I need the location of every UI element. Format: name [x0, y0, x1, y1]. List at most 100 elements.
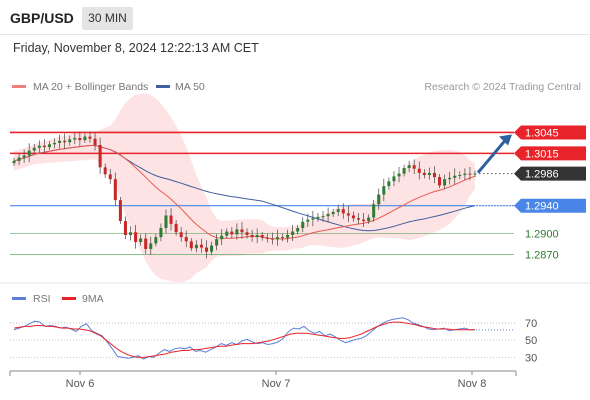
candle-body — [367, 217, 371, 222]
candle-91 — [473, 170, 477, 178]
candle-body — [291, 231, 295, 236]
candle-body — [473, 173, 477, 175]
price-level-labels: 1.3045 1.3015 1.2986 1.2940 1.2900 1.2870 — [514, 125, 586, 262]
timeframe-button[interactable]: 30 MIN — [82, 7, 133, 30]
candle-body — [164, 215, 168, 229]
candle-13 — [78, 131, 82, 147]
candle-26 — [144, 233, 148, 254]
candle-75 — [392, 171, 396, 186]
candle-14 — [83, 133, 87, 143]
candle-body — [448, 177, 452, 180]
candle-body — [225, 231, 229, 236]
candle-body — [240, 229, 244, 233]
candle-20 — [113, 172, 117, 207]
candle-body — [47, 144, 51, 148]
forecast-arrow-head — [499, 134, 512, 146]
support-label-5: 1.2870 — [525, 250, 559, 262]
candle-15 — [88, 132, 92, 143]
candle-body — [174, 223, 178, 233]
candle-body — [351, 215, 355, 219]
candle-body — [392, 176, 396, 182]
credit-label: Research © 2024 Trading Central — [424, 81, 581, 93]
rsi-legend-label: RSI — [33, 293, 51, 305]
candle-body — [144, 238, 148, 249]
candle-body — [326, 214, 330, 217]
candle-8 — [53, 138, 57, 149]
candle-body — [27, 150, 31, 156]
candle-body — [301, 221, 305, 229]
candle-11 — [68, 135, 72, 146]
candle-66 — [346, 206, 350, 223]
resistance-tag-0: 1.3045 — [514, 125, 586, 140]
candle-body — [306, 219, 310, 222]
candle-18 — [103, 163, 107, 178]
candle-body — [113, 179, 117, 201]
candle-22 — [123, 216, 127, 240]
candle-body — [296, 228, 300, 232]
datetime-label: Friday, November 8, 2024 12:22:13 AM CET — [13, 41, 259, 55]
candle-body — [422, 172, 426, 176]
candle-70 — [367, 214, 371, 224]
ma20-legend-label: MA 20 + Bollinger Bands — [33, 81, 148, 93]
candle-body — [407, 165, 411, 169]
candle-body — [265, 237, 269, 239]
candle-40 — [215, 233, 219, 251]
rsi-tick-label-2: 30 — [525, 352, 537, 364]
x-tick-label-0: Nov 6 — [66, 378, 95, 390]
candle-62 — [326, 207, 330, 223]
candle-84 — [438, 173, 442, 189]
current-price-tag: 1.2986 — [514, 166, 586, 181]
candle-body — [468, 173, 472, 175]
candle-body — [103, 167, 107, 175]
candle-67 — [351, 211, 355, 222]
candle-72 — [377, 188, 381, 210]
candle-body — [42, 145, 46, 148]
x-axis: Nov 6 Nov 7 Nov 8 — [9, 370, 517, 390]
candle-body — [98, 145, 102, 168]
rsi-ma-legend-swatch — [62, 297, 76, 300]
candle-6 — [42, 139, 46, 154]
candle-body — [453, 175, 457, 178]
resistance-label-1: 1.3015 — [525, 148, 559, 160]
support-label-4: 1.2900 — [525, 229, 559, 241]
candle-body — [37, 145, 41, 148]
candle-24 — [134, 224, 138, 249]
candle-body — [260, 235, 264, 238]
candle-79 — [412, 159, 416, 175]
candle-body — [159, 228, 163, 238]
candle-44 — [235, 223, 239, 240]
candle-48 — [255, 228, 259, 244]
candle-51 — [270, 232, 274, 245]
candle-body — [194, 244, 198, 249]
candle-body — [382, 186, 386, 195]
candle-87 — [453, 168, 457, 185]
candle-69 — [362, 213, 366, 228]
candle-47 — [250, 229, 254, 242]
moving-averages — [13, 145, 476, 240]
candle-body — [321, 216, 325, 218]
candle-86 — [448, 171, 452, 185]
candle-body — [336, 209, 340, 212]
candle-body — [184, 237, 188, 242]
candle-36 — [194, 240, 198, 253]
candle-body — [311, 218, 315, 220]
candle-body — [199, 244, 203, 248]
symbol-title: GBP/USD — [10, 10, 74, 26]
resistance-label-0: 1.3045 — [525, 127, 559, 139]
candle-29 — [159, 223, 163, 242]
candle-38 — [204, 240, 209, 259]
candle-71 — [372, 199, 376, 222]
price-legend: MA 20 + Bollinger Bands MA 50 Research ©… — [12, 81, 581, 93]
candle-33 — [179, 226, 183, 242]
candle-4 — [32, 143, 36, 155]
candle-body — [362, 219, 366, 222]
candle-10 — [63, 133, 67, 149]
candle-39 — [210, 241, 214, 256]
x-tick-label-2: Nov 8 — [458, 378, 487, 390]
rsi-legend: RSI 9MA — [12, 293, 104, 305]
candle-body — [88, 136, 92, 139]
rsi-line — [13, 317, 475, 360]
candle-27 — [149, 236, 153, 255]
candle-23 — [128, 226, 133, 241]
candle-body — [78, 138, 82, 141]
